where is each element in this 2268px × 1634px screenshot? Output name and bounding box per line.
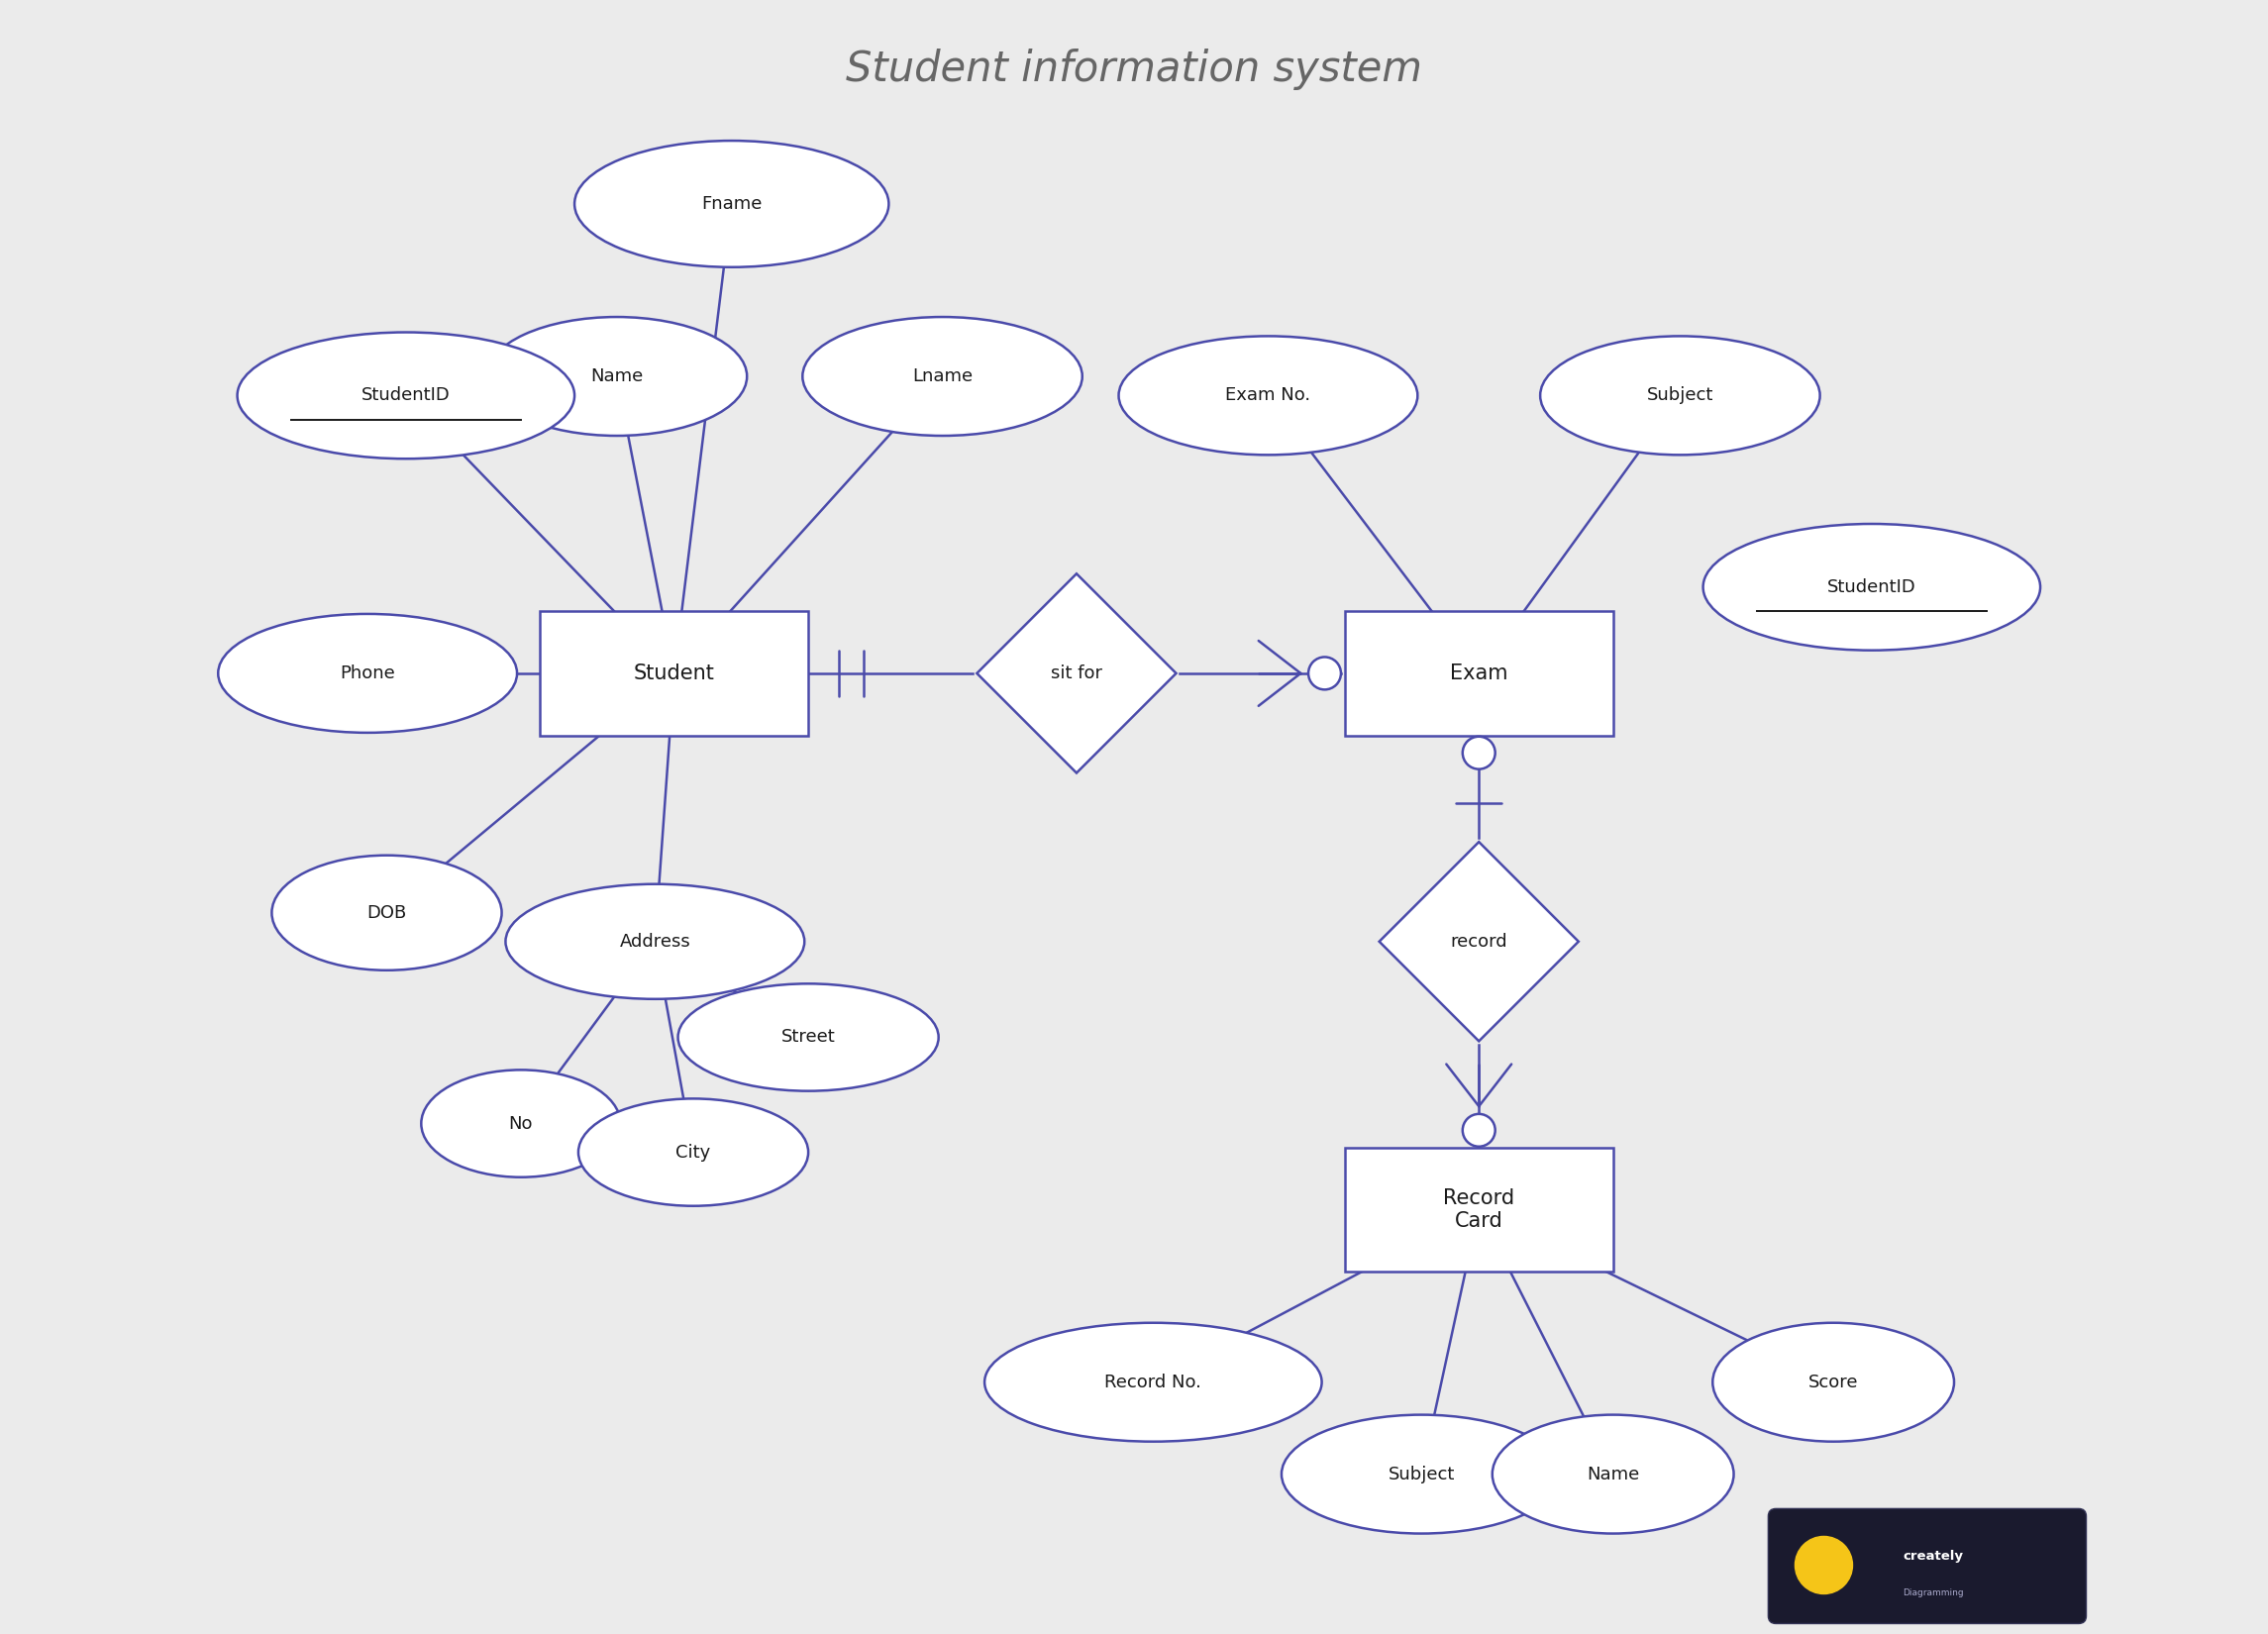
Ellipse shape (1281, 1415, 1560, 1534)
Ellipse shape (1492, 1415, 1733, 1534)
Text: Address: Address (619, 933, 689, 951)
Text: DOB: DOB (367, 904, 406, 922)
Text: Exam: Exam (1449, 663, 1508, 683)
Text: Street: Street (780, 1028, 835, 1046)
FancyBboxPatch shape (1769, 1508, 2087, 1624)
Circle shape (1463, 1114, 1495, 1147)
Text: City: City (676, 1144, 710, 1162)
Ellipse shape (1712, 1324, 1955, 1441)
Bar (540, 611, 807, 735)
Text: record: record (1449, 933, 1508, 951)
Text: Student information system: Student information system (846, 49, 1422, 90)
Text: Subject: Subject (1388, 1466, 1454, 1484)
Circle shape (1309, 657, 1340, 690)
Ellipse shape (238, 332, 574, 459)
Text: Lname: Lname (912, 368, 973, 386)
Text: sit for: sit for (1050, 665, 1102, 683)
Ellipse shape (984, 1324, 1322, 1441)
Circle shape (1794, 1536, 1853, 1593)
Text: Record
Card: Record Card (1442, 1188, 1515, 1230)
Text: Phone: Phone (340, 665, 395, 683)
Circle shape (1463, 737, 1495, 770)
Polygon shape (978, 574, 1177, 773)
Ellipse shape (422, 1070, 621, 1176)
Text: Fname: Fname (701, 194, 762, 212)
Ellipse shape (1703, 525, 2041, 650)
Ellipse shape (578, 1098, 807, 1206)
Ellipse shape (1118, 337, 1418, 454)
Ellipse shape (485, 317, 746, 436)
Polygon shape (1379, 842, 1579, 1041)
Ellipse shape (506, 884, 805, 998)
Ellipse shape (678, 984, 939, 1092)
Bar (1345, 611, 1613, 735)
Ellipse shape (218, 614, 517, 732)
Text: Score: Score (1808, 1373, 1857, 1391)
Text: Student: Student (633, 663, 714, 683)
Text: Subject: Subject (1647, 387, 1712, 405)
Text: Name: Name (590, 368, 644, 386)
Text: Diagramming: Diagramming (1903, 1588, 1964, 1598)
Text: creately: creately (1903, 1551, 1964, 1564)
Text: Exam No.: Exam No. (1225, 387, 1311, 405)
Text: Name: Name (1588, 1466, 1640, 1484)
Ellipse shape (803, 317, 1082, 436)
Ellipse shape (574, 141, 889, 266)
Text: Record No.: Record No. (1105, 1373, 1202, 1391)
Text: StudentID: StudentID (361, 387, 451, 405)
Ellipse shape (1540, 337, 1819, 454)
Bar (1345, 1147, 1613, 1271)
Text: No: No (508, 1114, 533, 1132)
Text: StudentID: StudentID (1828, 578, 1916, 596)
Ellipse shape (272, 855, 501, 971)
